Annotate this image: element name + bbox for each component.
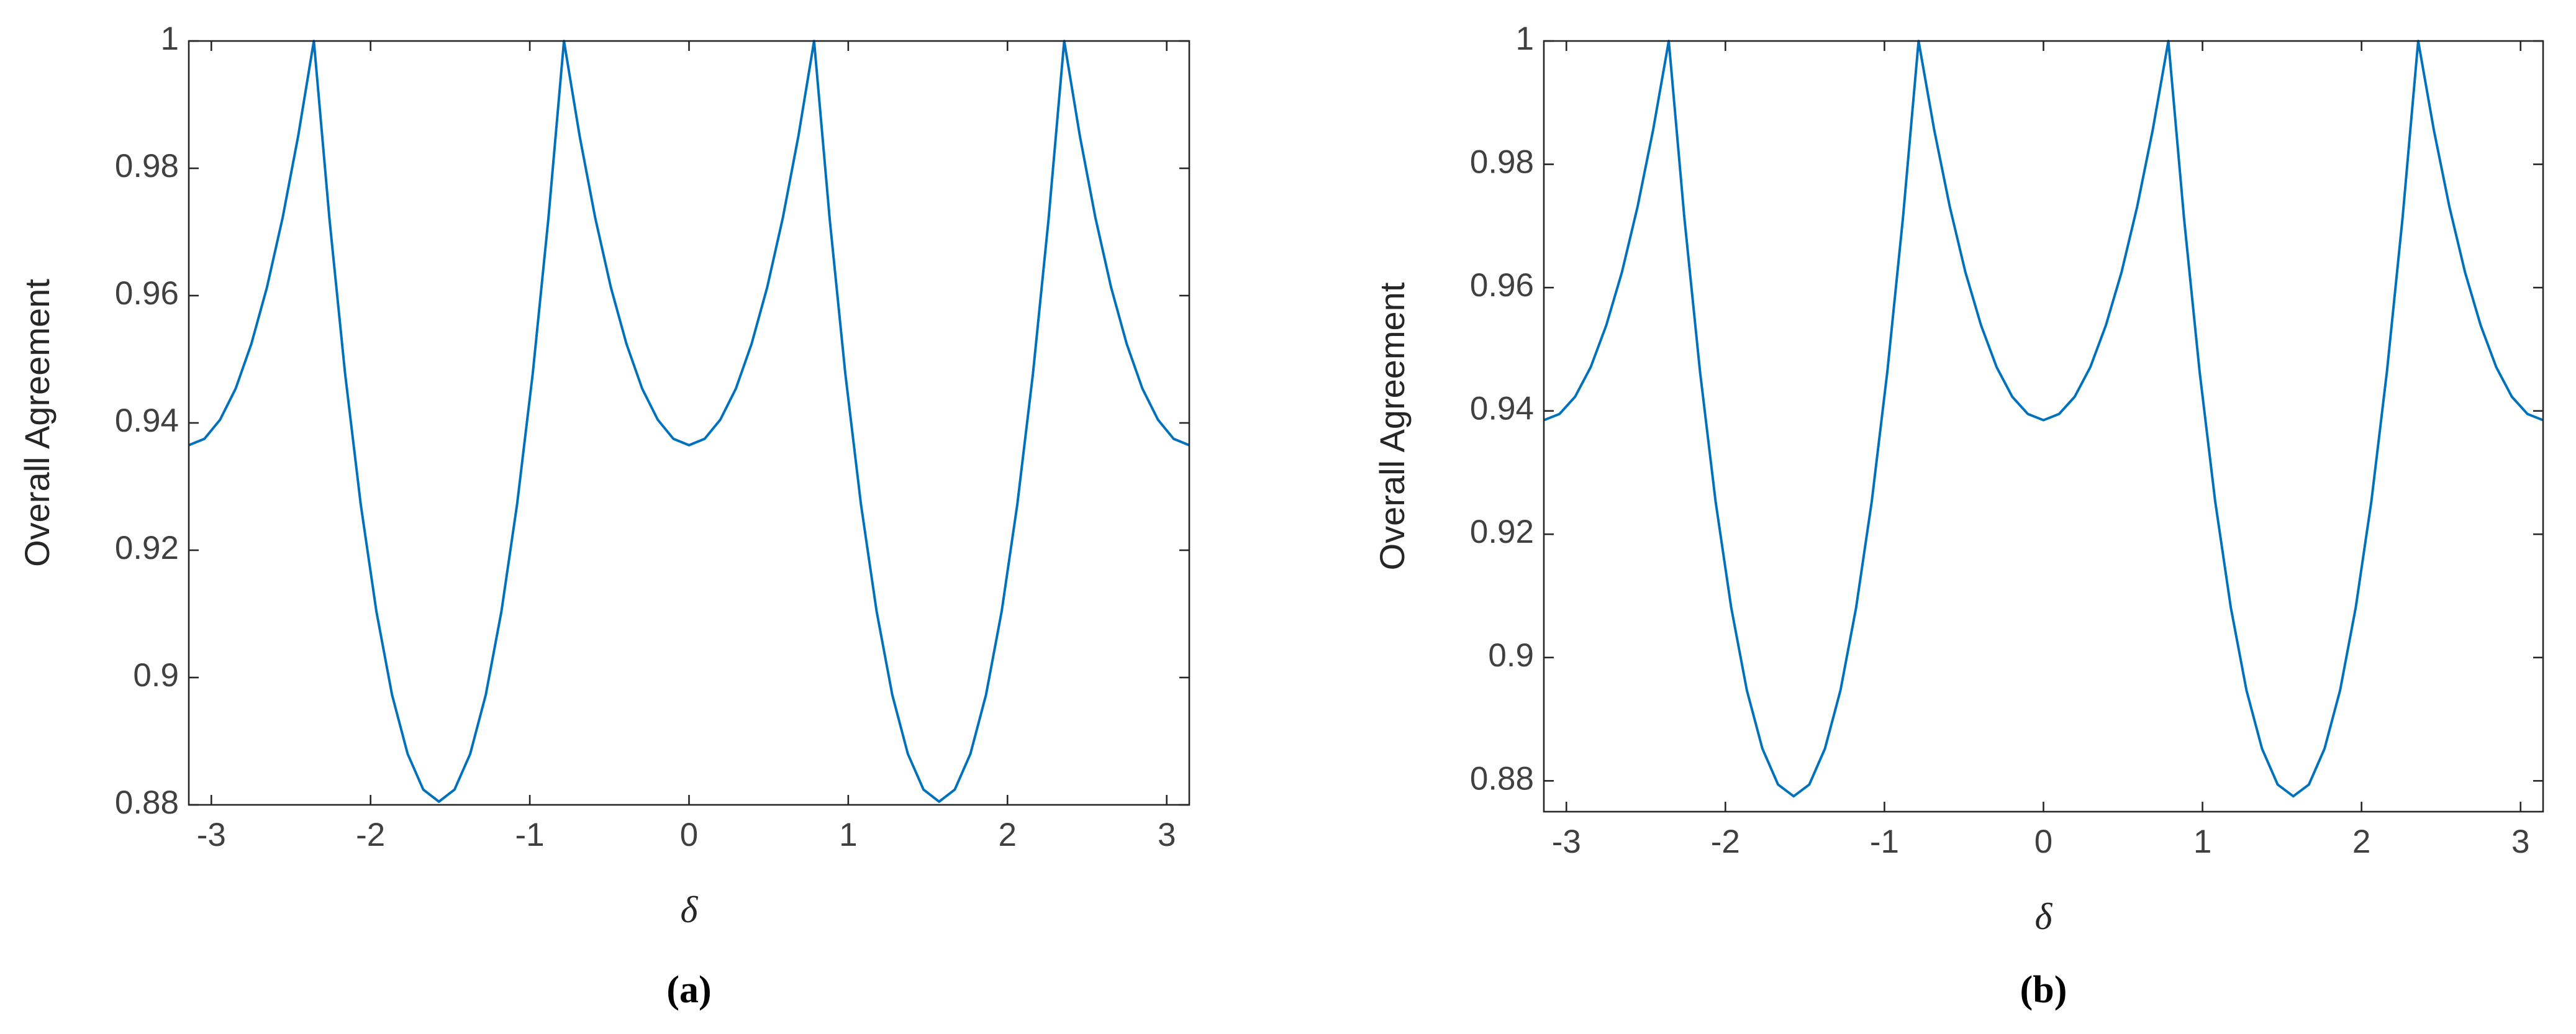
y-tick-label: 0.9 <box>133 657 179 694</box>
x-tick-label: 1 <box>2193 823 2211 860</box>
x-tick-label: -2 <box>356 817 385 853</box>
y-tick-label: 0.88 <box>1470 760 1534 797</box>
x-axis-label: δ <box>2035 896 2053 937</box>
axes-box <box>1543 40 2544 813</box>
y-tick-label: 0.98 <box>115 148 179 184</box>
y-axis-label: Overall Agreement <box>17 279 57 567</box>
y-tick-label: 0.94 <box>115 402 179 439</box>
y-tick-label: 0.88 <box>115 784 179 821</box>
x-tick-label: -1 <box>515 817 545 853</box>
axes-box <box>188 40 1190 806</box>
y-tick-label: 1 <box>1516 20 1534 57</box>
x-tick-label: 3 <box>2511 823 2529 860</box>
x-axis-label: δ <box>681 889 699 930</box>
x-tick-label: -2 <box>1711 823 1740 860</box>
x-tick-label: -1 <box>1870 823 1899 860</box>
y-tick-label: 0.94 <box>1470 391 1534 427</box>
y-tick-label: 0.96 <box>115 275 179 312</box>
data-line <box>188 40 1190 803</box>
x-tick-label: 2 <box>2352 823 2370 860</box>
panel-caption: (a) <box>666 969 711 1011</box>
x-tick-label: 0 <box>2034 823 2052 860</box>
y-tick-label: 0.96 <box>1470 267 1534 304</box>
x-tick-label: -3 <box>197 817 226 853</box>
x-tick-label: 1 <box>839 817 857 853</box>
x-tick-label: -3 <box>1552 823 1581 860</box>
x-tick-label: 0 <box>680 817 698 853</box>
x-tick-label: 3 <box>1158 817 1176 853</box>
x-tick-label: 2 <box>999 817 1017 853</box>
y-axis-label: Overall Agreement <box>1372 282 1412 570</box>
y-tick-label: 0.9 <box>1488 637 1534 674</box>
panel-caption: (b) <box>2020 969 2067 1011</box>
data-line <box>1543 40 2544 798</box>
y-tick-label: 0.98 <box>1470 144 1534 181</box>
y-tick-label: 0.92 <box>115 530 179 566</box>
y-tick-label: 1 <box>161 20 179 57</box>
y-tick-label: 0.92 <box>1470 514 1534 550</box>
